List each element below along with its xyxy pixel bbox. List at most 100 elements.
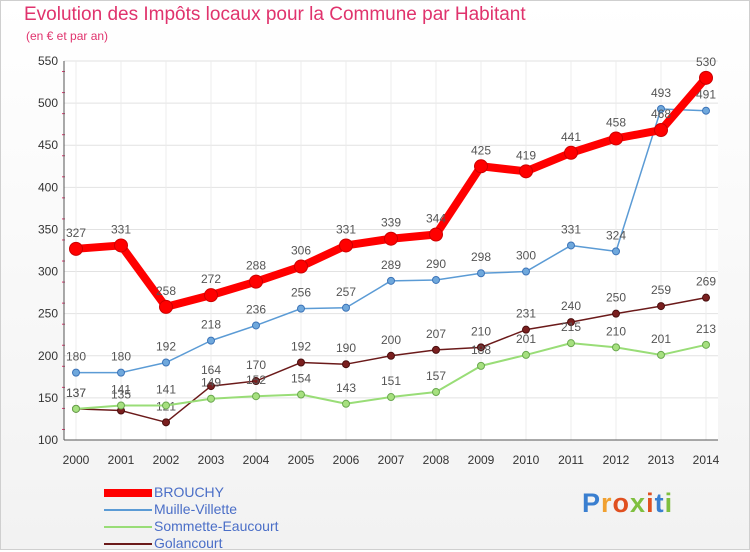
- data-point: [657, 105, 665, 114]
- data-point: [612, 343, 620, 352]
- data-point: [342, 360, 350, 369]
- data-point: [657, 302, 665, 311]
- data-label: 231: [516, 307, 536, 321]
- x-tick-label: 2010: [513, 453, 540, 467]
- x-tick-label: 2004: [243, 453, 270, 467]
- x-tick-label: 2013: [648, 453, 675, 467]
- data-point: [162, 401, 170, 410]
- data-label: 210: [471, 324, 491, 338]
- legend-swatch: [104, 526, 152, 528]
- legend-label: BROUCHY: [154, 484, 225, 500]
- data-label: 419: [516, 148, 536, 162]
- data-label: 441: [561, 130, 581, 144]
- data-label: 164: [201, 363, 221, 377]
- data-label: 259: [651, 283, 671, 297]
- data-label: 331: [561, 222, 581, 236]
- data-point: [204, 288, 218, 303]
- data-label: 257: [336, 285, 356, 299]
- data-label: 200: [381, 333, 401, 347]
- data-label: 468: [651, 107, 671, 121]
- data-label: 201: [651, 332, 671, 346]
- data-label: 272: [201, 272, 221, 286]
- data-point: [72, 404, 80, 413]
- data-point: [339, 238, 353, 253]
- x-tick-label: 2011: [558, 453, 584, 467]
- data-label: 192: [291, 340, 311, 354]
- data-point: [477, 269, 485, 278]
- x-tick-label: 2008: [423, 453, 450, 467]
- logo-letter: t: [654, 488, 665, 518]
- data-label: 300: [516, 249, 536, 263]
- data-point: [252, 321, 260, 330]
- data-point: [612, 309, 620, 318]
- data-point: [69, 241, 83, 256]
- data-point: [702, 340, 710, 349]
- x-tick-label: 2006: [333, 453, 360, 467]
- data-point: [72, 368, 80, 377]
- y-tick-label: 200: [38, 349, 58, 363]
- data-label: 188: [471, 343, 491, 357]
- y-tick-label: 350: [38, 222, 58, 236]
- data-point: [519, 164, 533, 179]
- data-label: 218: [201, 318, 221, 332]
- chart-subtitle: (en € et par an): [26, 29, 109, 43]
- data-point: [567, 339, 575, 348]
- data-label: 192: [156, 340, 176, 354]
- data-point: [522, 325, 530, 334]
- data-label: 170: [246, 358, 266, 372]
- y-tick-label: 450: [38, 138, 58, 152]
- data-point: [702, 106, 710, 115]
- y-tick-label: 500: [38, 96, 58, 110]
- x-tick-label: 2001: [108, 453, 135, 467]
- logo-letter: i: [664, 488, 674, 518]
- data-point: [657, 350, 665, 359]
- data-point: [477, 361, 485, 370]
- data-point: [702, 293, 710, 302]
- data-point: [342, 399, 350, 408]
- data-label: 493: [651, 86, 671, 100]
- data-label: 339: [381, 216, 401, 230]
- logo-letter: P: [582, 488, 602, 518]
- data-label: 458: [606, 115, 626, 129]
- data-label: 289: [381, 258, 401, 272]
- data-point: [159, 299, 173, 314]
- data-label: 213: [696, 322, 716, 336]
- proxiti-logo: Proxiti: [582, 488, 673, 519]
- data-point: [387, 276, 395, 285]
- data-point: [297, 358, 305, 367]
- data-label: 331: [336, 222, 356, 236]
- data-point: [432, 387, 440, 396]
- y-tick-label: 250: [38, 307, 58, 321]
- data-point: [252, 392, 260, 401]
- data-label: 141: [111, 382, 131, 396]
- data-point: [294, 259, 308, 274]
- y-tick-label: 300: [38, 265, 58, 279]
- y-tick-label: 100: [38, 433, 58, 447]
- data-point: [297, 390, 305, 399]
- data-label: 137: [66, 386, 86, 400]
- data-point: [564, 145, 578, 160]
- x-tick-label: 2005: [288, 453, 315, 467]
- x-tick-label: 2007: [378, 453, 405, 467]
- data-point: [252, 377, 260, 386]
- logo-letter: o: [612, 488, 631, 518]
- data-point: [567, 241, 575, 250]
- data-label: 210: [606, 324, 626, 338]
- data-label: 298: [471, 250, 491, 264]
- data-label: 152: [246, 373, 266, 387]
- data-point: [387, 393, 395, 402]
- data-label: 149: [201, 376, 221, 390]
- data-label: 344: [426, 211, 446, 225]
- data-point: [429, 227, 443, 242]
- data-label: 180: [111, 350, 131, 364]
- data-point: [522, 350, 530, 359]
- data-point: [612, 247, 620, 256]
- data-label: 141: [156, 382, 176, 396]
- x-tick-label: 2000: [63, 453, 90, 467]
- legend-label: Golancourt: [154, 535, 223, 551]
- data-point: [207, 336, 215, 345]
- y-tick-label: 400: [38, 180, 58, 194]
- data-point: [249, 274, 263, 289]
- data-label: 215: [561, 320, 581, 334]
- x-tick-label: 2012: [603, 453, 630, 467]
